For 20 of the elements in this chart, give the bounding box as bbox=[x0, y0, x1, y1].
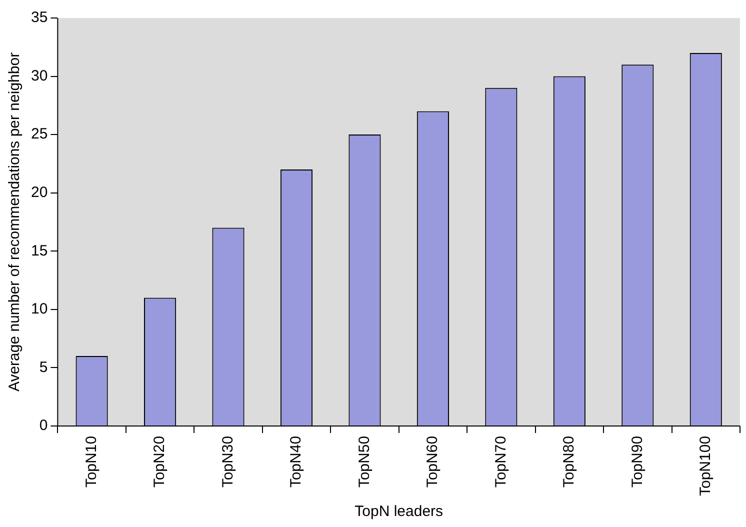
x-tick-label: TopN90 bbox=[628, 436, 646, 488]
x-tick-label: TopN20 bbox=[151, 436, 168, 488]
y-tick-label: 25 bbox=[30, 126, 48, 143]
y-tick-label: 35 bbox=[30, 9, 48, 26]
y-axis-title: Average number of recommendations per neighbor bbox=[6, 52, 24, 392]
y-tick-label: 15 bbox=[30, 242, 48, 260]
x-tick-label: TopN100 bbox=[697, 436, 714, 496]
y-tick-label: 20 bbox=[30, 184, 48, 201]
y-tick-label: 30 bbox=[30, 67, 48, 84]
x-tick-label: TopN10 bbox=[82, 436, 100, 488]
x-tick-label: TopN30 bbox=[219, 436, 236, 488]
x-tick-label: TopN50 bbox=[356, 436, 373, 488]
y-tick-label: 0 bbox=[39, 417, 48, 434]
x-tick-label: TopN80 bbox=[560, 436, 578, 488]
x-tick-label: TopN60 bbox=[424, 436, 442, 488]
x-tick-label: TopN70 bbox=[492, 436, 510, 488]
y-tick-label: 5 bbox=[39, 358, 48, 376]
x-axis-title: TopN leaders bbox=[354, 503, 444, 520]
y-tick-label: 10 bbox=[30, 300, 48, 318]
x-tick-label: TopN40 bbox=[288, 436, 305, 488]
